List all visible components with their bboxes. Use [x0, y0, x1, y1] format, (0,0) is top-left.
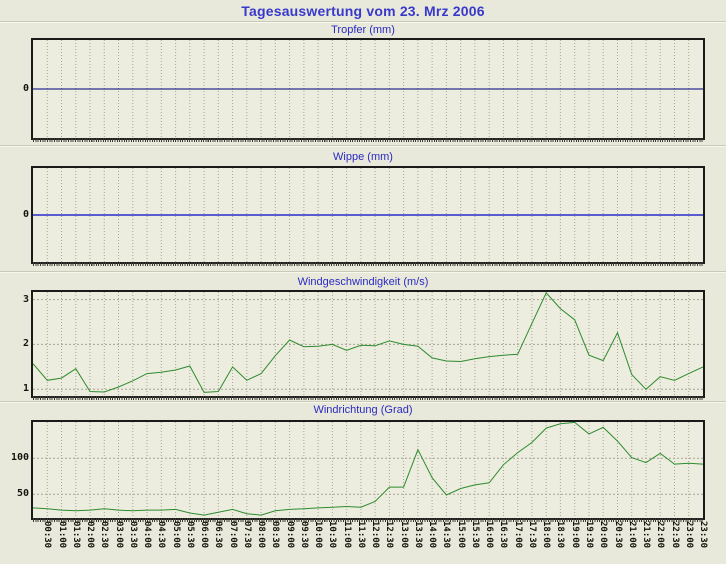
- chart-canvas: [33, 422, 703, 518]
- data-series-line: [33, 292, 703, 393]
- y-tick-label: 0: [22, 83, 29, 94]
- x-tick-label: 01:30: [70, 521, 81, 549]
- wippe-minor-ticks: [33, 262, 703, 266]
- x-tick-label: 12:00: [370, 521, 381, 549]
- tropfer-plot: [31, 38, 705, 140]
- chart-title-tropfer: Tropfer (mm): [331, 24, 395, 36]
- x-tick-label: 00:30: [42, 521, 53, 549]
- x-tick-label: 05:00: [170, 521, 181, 549]
- x-tick-label: 22:00: [655, 521, 666, 549]
- x-tick-label: 10:30: [327, 521, 338, 549]
- x-tick-label: 11:00: [341, 521, 352, 549]
- title-separator: [0, 21, 726, 23]
- panel-separator-3: [0, 401, 726, 403]
- windgeschwindigkeit-minor-ticks: [33, 396, 703, 400]
- x-tick-label: 14:00: [427, 521, 438, 549]
- chart-canvas: [33, 168, 703, 262]
- x-tick-label: 19:00: [569, 521, 580, 549]
- x-tick-label: 07:00: [227, 521, 238, 549]
- x-tick-label: 01:00: [56, 521, 67, 549]
- x-tick-label: 08:00: [256, 521, 267, 549]
- x-tick-label: 12:30: [384, 521, 395, 549]
- panel-separator-2: [0, 271, 726, 273]
- x-tick-label: 14:30: [441, 521, 452, 549]
- panel-separator-1: [0, 145, 726, 147]
- x-tick-label: 16:00: [484, 521, 495, 549]
- chart-title-windrichtung: Windrichtung (Grad): [313, 404, 413, 416]
- y-tick-label: 1: [22, 383, 29, 394]
- y-tick-label: 3: [22, 294, 29, 305]
- x-tick-label: 10:00: [313, 521, 324, 549]
- x-tick-label: 23:00: [683, 521, 694, 549]
- x-tick-label: 17:30: [526, 521, 537, 549]
- y-tick-label: 50: [16, 488, 29, 499]
- x-tick-label: 20:30: [612, 521, 623, 549]
- x-tick-label: 21:00: [626, 521, 637, 549]
- x-tick-label: 11:30: [355, 521, 366, 549]
- x-tick-label: 17:00: [512, 521, 523, 549]
- x-tick-label: 13:00: [398, 521, 409, 549]
- x-tick-label: 21:30: [641, 521, 651, 549]
- x-tick-label: 16:30: [498, 521, 509, 549]
- x-tick-label: 09:00: [284, 521, 295, 549]
- x-tick-label: 23:30: [698, 521, 708, 549]
- x-tick-label: 03:30: [127, 521, 138, 549]
- chart-canvas: [33, 40, 703, 138]
- x-tick-label: 19:30: [584, 521, 594, 549]
- x-tick-label: 05:30: [184, 521, 195, 549]
- tropfer-minor-ticks: [33, 138, 703, 142]
- page-title: Tagesauswertung vom 23. Mrz 2006: [241, 3, 485, 19]
- y-tick-label: 0: [22, 209, 29, 220]
- windgeschwindigkeit-plot: [31, 290, 705, 398]
- chart-title-windgeschwindigkeit: Windgeschwindigkeit (m/s): [297, 276, 429, 288]
- windrichtung-plot: [31, 420, 705, 520]
- x-tick-label: 20:00: [598, 521, 609, 549]
- x-tick-label: 06:30: [213, 521, 224, 549]
- x-tick-label: 03:00: [113, 521, 124, 549]
- x-tick-label: 15:00: [455, 521, 466, 549]
- x-tick-label: 07:30: [241, 521, 252, 549]
- y-tick-label: 100: [10, 452, 29, 463]
- chart-canvas: [33, 292, 703, 396]
- x-tick-label: 13:30: [412, 521, 423, 549]
- x-tick-label: 02:00: [85, 521, 95, 549]
- x-tick-label: 15:30: [469, 521, 480, 549]
- x-tick-label: 18:30: [555, 521, 566, 549]
- x-tick-label: 22:30: [669, 521, 680, 549]
- x-tick-label: 04:00: [142, 521, 152, 549]
- y-tick-label: 2: [22, 338, 29, 349]
- x-tick-label: 08:30: [270, 521, 281, 549]
- x-tick-label: 18:00: [541, 521, 552, 549]
- data-series-line: [33, 422, 703, 516]
- x-tick-label: 06:00: [199, 521, 210, 549]
- x-tick-label: 09:30: [298, 521, 309, 549]
- wippe-plot: [31, 166, 705, 264]
- windrichtung-minor-ticks: [33, 518, 703, 522]
- x-tick-label: 02:30: [99, 521, 110, 549]
- x-tick-label: 04:30: [156, 521, 167, 549]
- chart-title-wippe: Wippe (mm): [333, 151, 393, 163]
